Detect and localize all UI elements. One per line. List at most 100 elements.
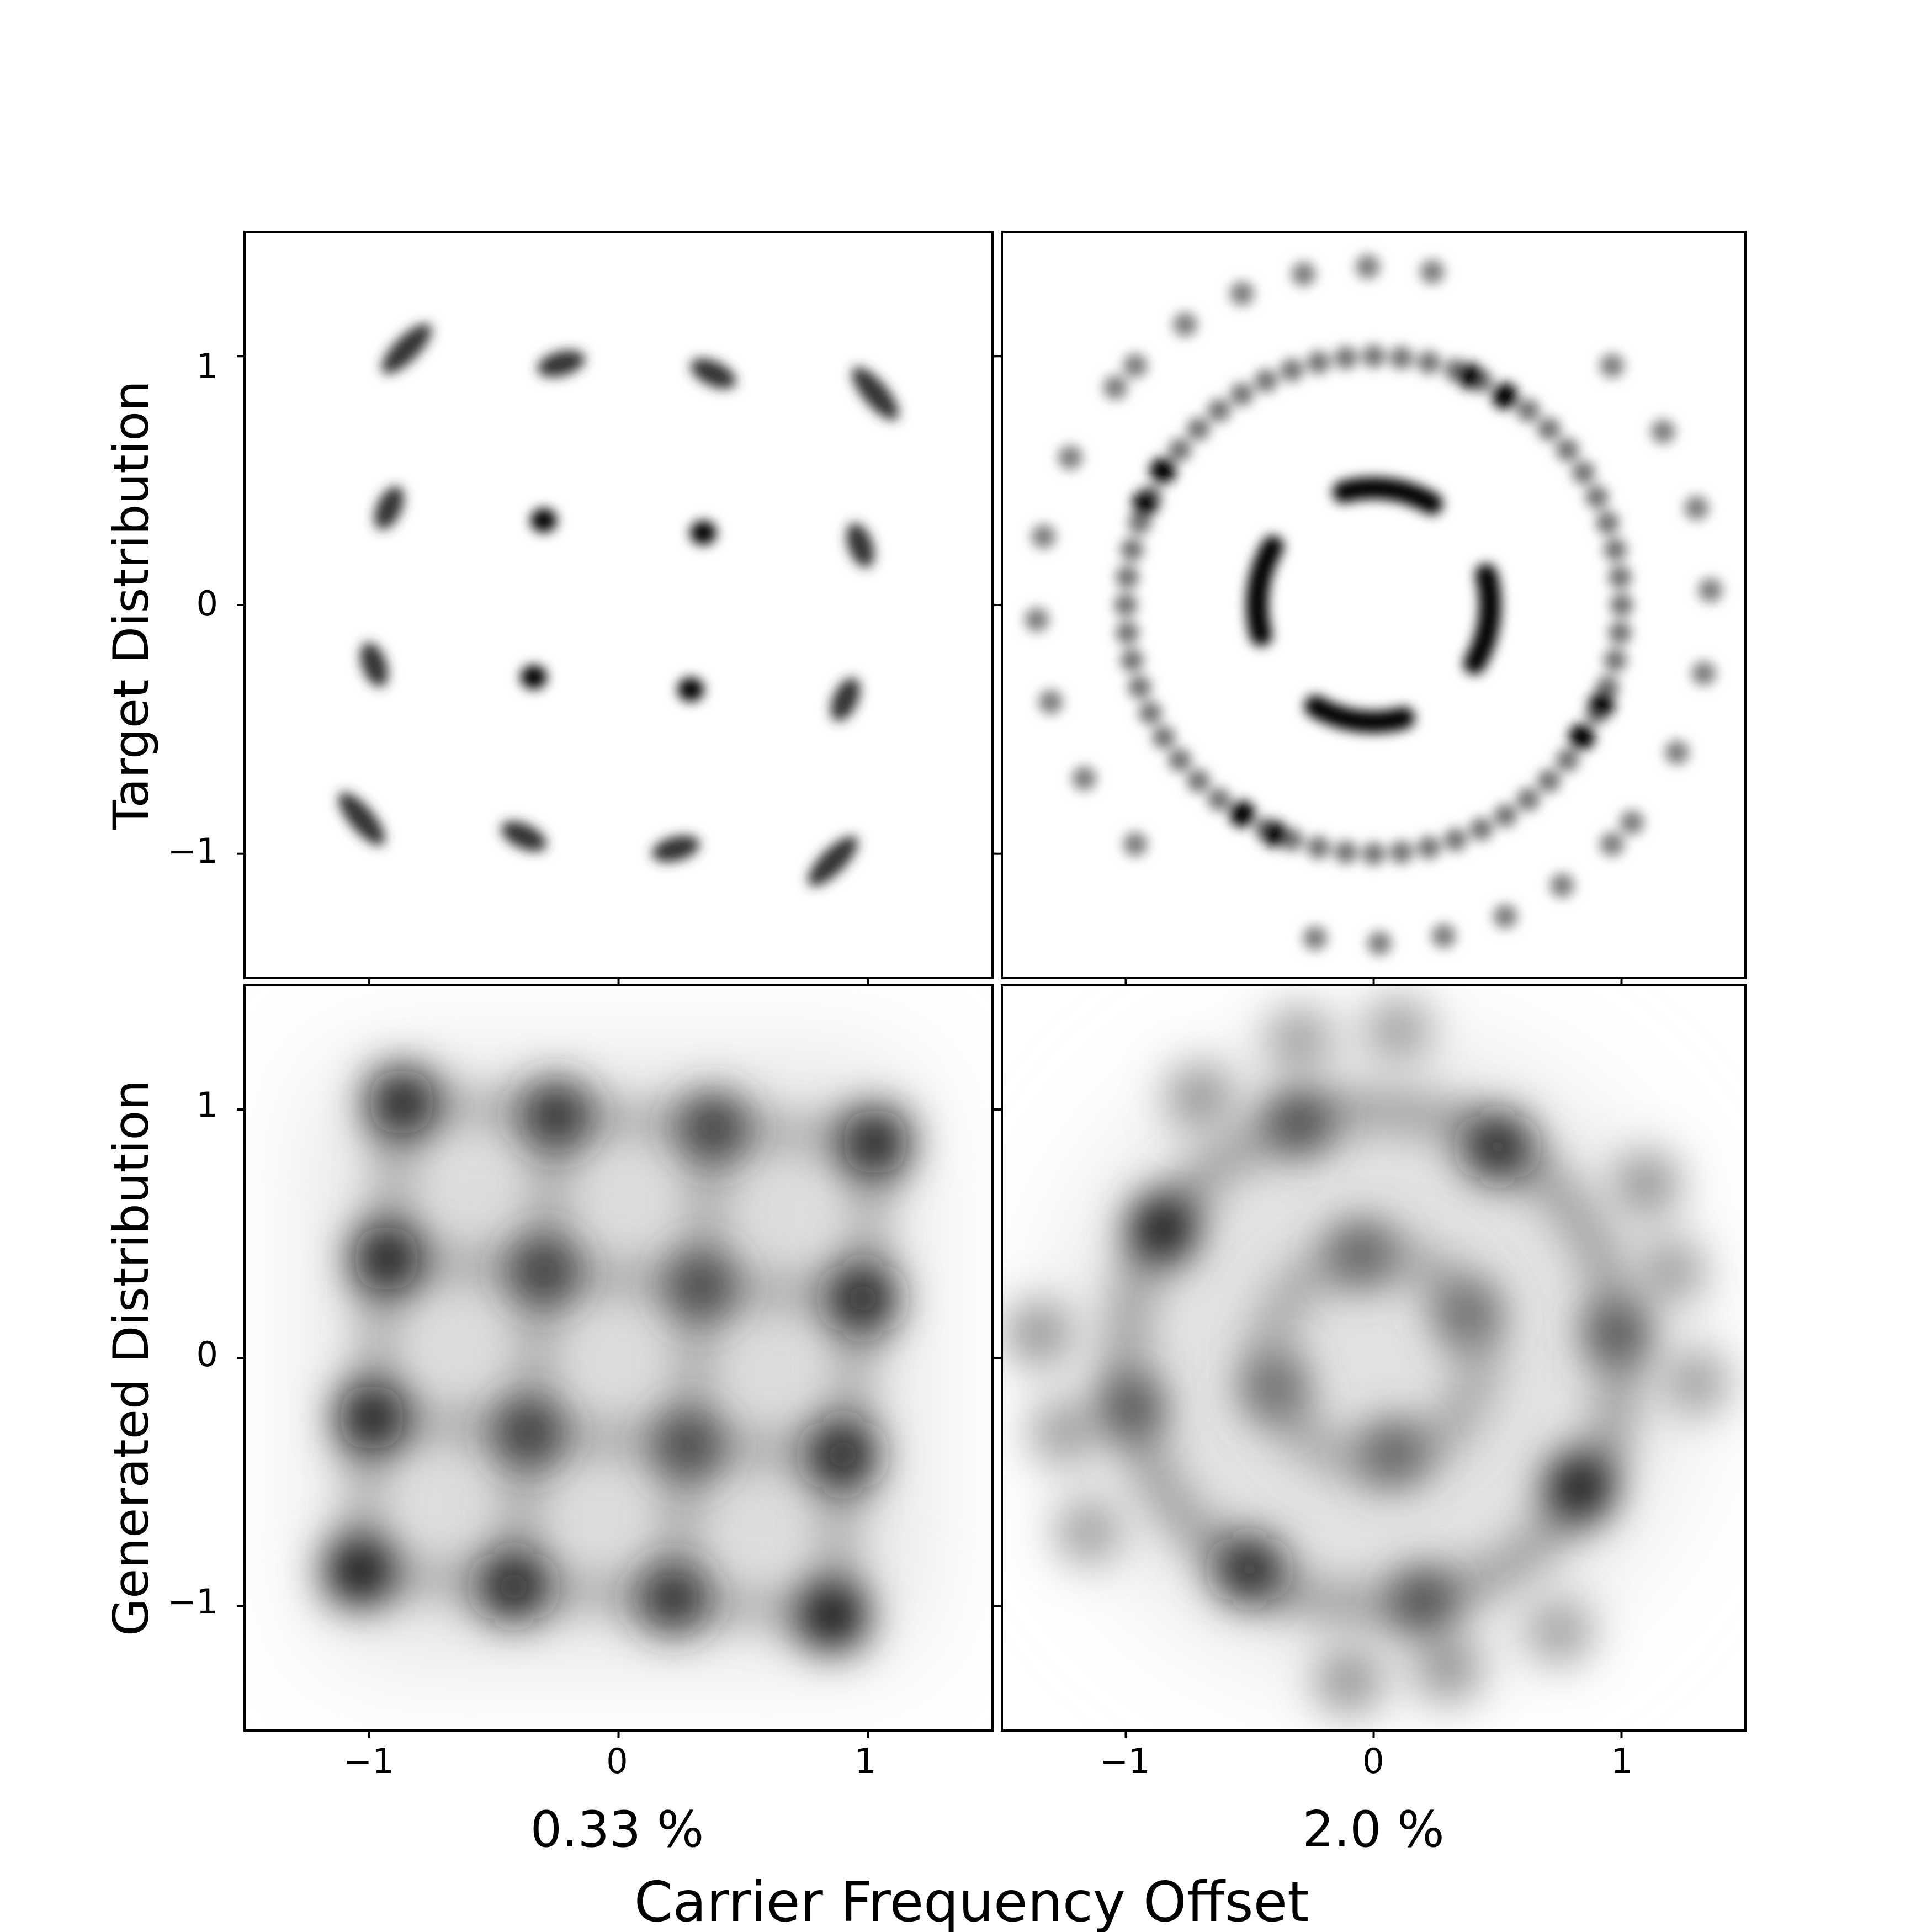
generated-cluster-9 [1168, 1065, 1233, 1129]
ytick-label-target-neg1: −1 [168, 831, 218, 871]
outer-arc-4-dot [1549, 873, 1574, 898]
generated-cluster-12 [1614, 1152, 1679, 1216]
outer-arc-4-dot [1431, 923, 1456, 948]
target-20-density [1025, 254, 1723, 956]
cluster-point-15 [652, 835, 700, 862]
cluster-point-7 [690, 521, 717, 545]
generated-cluster-7 [1584, 1301, 1649, 1365]
ytick-label-generated-neg1: −1 [168, 1581, 218, 1622]
middle-ring-dot [1138, 701, 1162, 725]
cluster-point-14 [501, 821, 547, 852]
dark-spot-3 [1149, 457, 1176, 484]
inner-arc-3-dot [1250, 624, 1272, 646]
cluster-point-1 [381, 323, 432, 374]
outer-arc-1-dot [1291, 262, 1316, 286]
middle-ring-dot [1516, 399, 1540, 422]
row-label-generated: Generated Distribution [103, 1080, 160, 1636]
cluster-point-8 [846, 523, 874, 568]
row-label-target: Target Distribution [103, 380, 160, 830]
middle-ring-dot [1469, 818, 1493, 841]
generated-cluster-6 [509, 1236, 578, 1305]
column-label-033: 0.33 % [530, 1801, 704, 1859]
cluster-point-6 [530, 508, 557, 533]
generated-cluster-3 [679, 1092, 748, 1161]
generated-cluster-4 [1218, 1537, 1282, 1601]
generated-cluster-10 [1267, 1008, 1331, 1072]
generated-cluster-7 [666, 1251, 735, 1320]
generated-cluster-21 [1329, 1222, 1394, 1286]
generated-cluster-13 [325, 1537, 394, 1606]
outer-arc-2-dot [1698, 578, 1723, 603]
panel-target-20-bg [1002, 232, 1745, 978]
inner-arc-4-dot [1393, 707, 1415, 729]
outer-arc-4-dot [1493, 904, 1518, 929]
middle-ring-dot [1230, 383, 1254, 406]
cluster-point-2 [537, 350, 585, 378]
dark-spot-4 [1132, 490, 1159, 517]
generated-cluster-17 [1057, 1500, 1121, 1564]
outer-arc-4-dot [1367, 931, 1392, 956]
middle-ring-dot [1334, 840, 1358, 864]
generated-cluster-6 [1391, 1569, 1456, 1633]
background-haze [1064, 1048, 1684, 1668]
outer-arc-2-dot [1691, 661, 1716, 686]
panel-target-033-bg [245, 232, 992, 978]
middle-ring-dot [1307, 836, 1330, 859]
outer-arc-3-dot [1025, 607, 1049, 632]
outer-arc-2-dot [1684, 496, 1709, 521]
dark-spot-5 [1588, 691, 1615, 718]
cluster-point-3 [690, 358, 736, 389]
generated-cluster-8 [1098, 1376, 1163, 1440]
xtick-label-033-0: 0 [606, 1741, 628, 1781]
generated-cluster-16 [1032, 1400, 1096, 1464]
middle-ring-dot [1556, 438, 1579, 462]
middle-ring-dot [1417, 836, 1441, 859]
middle-ring-dot [1389, 346, 1413, 370]
middle-ring-dot [1362, 842, 1386, 866]
middle-ring-dot [1585, 485, 1609, 509]
cluster-point-13 [338, 792, 385, 846]
middle-ring-dot [1207, 399, 1231, 422]
middle-ring-dot [1556, 748, 1579, 772]
generated-cluster-20 [1527, 1599, 1592, 1663]
generated-cluster-5 [1267, 1090, 1331, 1154]
target-033-density [338, 323, 899, 887]
xtick-label-033-neg1: −1 [343, 1741, 394, 1781]
middle-ring-dot [1494, 804, 1517, 827]
generated-cluster-19 [1416, 1636, 1480, 1701]
outer-arc-2-dot [1600, 353, 1625, 378]
middle-ring-dot [1362, 344, 1386, 368]
cluster-point-10 [520, 665, 547, 689]
generated-cluster-1 [1130, 1197, 1195, 1261]
outer-arc-3-dot [1031, 524, 1056, 549]
dark-spot-7 [1229, 800, 1256, 827]
middle-ring-dot [1537, 417, 1561, 441]
middle-ring-dot [1116, 565, 1139, 589]
outer-arc-3-dot [1072, 766, 1097, 791]
column-label-20: 2.0 % [1302, 1801, 1444, 1859]
middle-ring-dot [1604, 538, 1627, 561]
middle-ring-dot [1116, 621, 1139, 645]
cluster-point-9 [360, 642, 389, 687]
inner-arc-1-dot [1332, 481, 1355, 503]
generated-cluster-14 [1664, 1351, 1728, 1415]
generated-cluster-24 [1361, 1420, 1426, 1484]
generated-cluster-5 [352, 1224, 421, 1293]
outer-arc-3-dot [1038, 689, 1063, 714]
generated-cluster-3 [1466, 1114, 1530, 1179]
xtick-label-20-0: 0 [1362, 1741, 1384, 1781]
middle-ring-dot [1307, 351, 1330, 374]
generated-cluster-12 [809, 1420, 877, 1489]
middle-ring-dot [1604, 649, 1627, 672]
dark-spot-8 [1261, 820, 1288, 847]
outer-arc-2-dot [1665, 740, 1690, 765]
generated-cluster-11 [654, 1410, 723, 1479]
generated-cluster-8 [829, 1264, 898, 1333]
middle-ring-dot [1128, 675, 1151, 699]
ytick-label-target-0: 0 [197, 583, 218, 624]
middle-ring-dot [1417, 351, 1441, 374]
background-haze [332, 1072, 905, 1646]
middle-ring-dot [1168, 438, 1192, 462]
generated-cluster-23 [1242, 1356, 1307, 1420]
